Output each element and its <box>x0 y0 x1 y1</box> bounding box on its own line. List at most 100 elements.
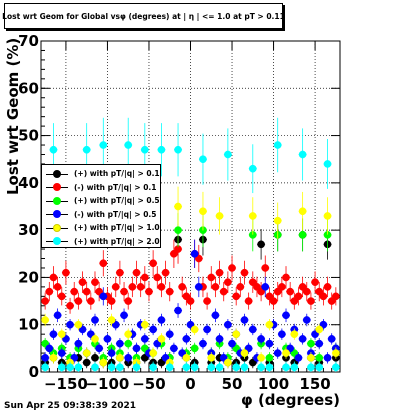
data-point <box>298 335 307 343</box>
data-point <box>86 297 95 305</box>
data-point <box>53 311 62 320</box>
data-point <box>232 292 241 301</box>
data-point <box>66 301 74 310</box>
y-tick-label: 60 <box>18 79 39 97</box>
data-point <box>257 335 265 343</box>
data-point <box>120 311 128 320</box>
data-point <box>331 363 340 372</box>
data-point <box>140 145 149 154</box>
legend-marker <box>46 183 68 192</box>
data-point <box>41 363 50 372</box>
data-point <box>294 292 303 301</box>
data-point <box>57 349 66 357</box>
legend-label: (-) with pT/|q| > 0.5 <box>74 209 157 219</box>
data-point <box>265 320 274 329</box>
data-point <box>265 363 274 372</box>
data-point <box>248 212 257 220</box>
data-point <box>170 344 178 353</box>
data-point <box>111 283 120 291</box>
data-point <box>178 283 187 291</box>
data-point <box>124 353 133 362</box>
x-tick-label: 150 <box>299 375 330 393</box>
data-point <box>107 363 116 372</box>
legend: (+) with pT/|q| > 0.1 (-) with pT/|q| > 0… <box>41 164 161 248</box>
data-point <box>290 363 299 372</box>
data-point <box>207 363 216 372</box>
data-point <box>66 320 74 329</box>
data-point <box>45 344 54 353</box>
data-point <box>99 292 108 301</box>
data-point <box>207 353 216 362</box>
data-point <box>257 240 265 249</box>
data-point <box>120 287 128 296</box>
data-point <box>327 335 336 343</box>
data-point <box>186 297 195 305</box>
data-point <box>99 141 108 149</box>
data-point <box>278 330 286 339</box>
legend-marker <box>46 210 68 219</box>
data-point <box>95 344 103 353</box>
data-point <box>199 207 207 216</box>
data-point <box>228 264 236 272</box>
legend-entry: (+) with pT/|q| > 0.1 <box>46 167 160 181</box>
data-point <box>273 349 282 357</box>
date-stamp: Sun Apr 25 09:38:39 2021 <box>4 401 137 411</box>
data-point <box>132 363 141 372</box>
y-tick-label: 50 <box>18 127 39 145</box>
data-point <box>49 353 58 362</box>
data-point <box>307 297 315 305</box>
x-tick-label: 0 <box>185 375 195 393</box>
data-point <box>116 363 124 372</box>
data-point <box>91 316 99 324</box>
data-point <box>91 278 99 287</box>
legend-entry: (+) with pT/|q| > 2.0 <box>46 235 160 249</box>
data-point <box>331 292 340 301</box>
data-point <box>278 283 286 291</box>
data-point <box>149 259 157 268</box>
data-point <box>149 349 157 357</box>
chart-title-box: Lost wrt Geom for Global vsφ (degrees) a… <box>2 3 285 29</box>
data-point <box>116 353 124 362</box>
data-point <box>207 273 216 282</box>
data-point <box>107 297 116 305</box>
data-point <box>307 353 315 362</box>
data-point <box>74 297 83 305</box>
data-point <box>215 363 224 372</box>
data-point <box>302 316 311 324</box>
data-point <box>128 283 137 291</box>
data-point <box>236 283 245 291</box>
data-point <box>244 297 253 305</box>
data-point <box>41 316 50 324</box>
data-point <box>74 320 83 329</box>
data-point <box>282 273 290 282</box>
legend-marker <box>46 223 68 232</box>
data-point <box>294 353 303 362</box>
data-point <box>82 287 91 296</box>
data-point <box>219 287 228 296</box>
data-point <box>49 330 58 339</box>
data-point <box>211 311 220 320</box>
data-point <box>57 292 66 301</box>
data-point <box>269 297 278 305</box>
data-point <box>91 363 99 372</box>
data-point <box>103 335 112 343</box>
data-point <box>265 339 274 348</box>
y-tick-label: 30 <box>18 221 39 239</box>
data-point <box>248 325 257 334</box>
data-point <box>174 226 182 234</box>
data-point <box>315 325 324 334</box>
legend-marker <box>46 196 68 205</box>
data-point <box>298 231 307 239</box>
data-point <box>224 320 232 329</box>
data-point <box>224 150 232 159</box>
data-point <box>74 339 83 348</box>
data-point <box>273 216 282 225</box>
legend-entry: (-) with pT/|q| > 0.1 <box>46 181 160 195</box>
data-point <box>286 287 295 296</box>
data-point <box>132 268 141 277</box>
data-point <box>157 335 166 343</box>
data-point <box>190 325 199 334</box>
data-point <box>298 150 307 159</box>
data-point <box>307 363 315 372</box>
data-point <box>157 283 166 291</box>
